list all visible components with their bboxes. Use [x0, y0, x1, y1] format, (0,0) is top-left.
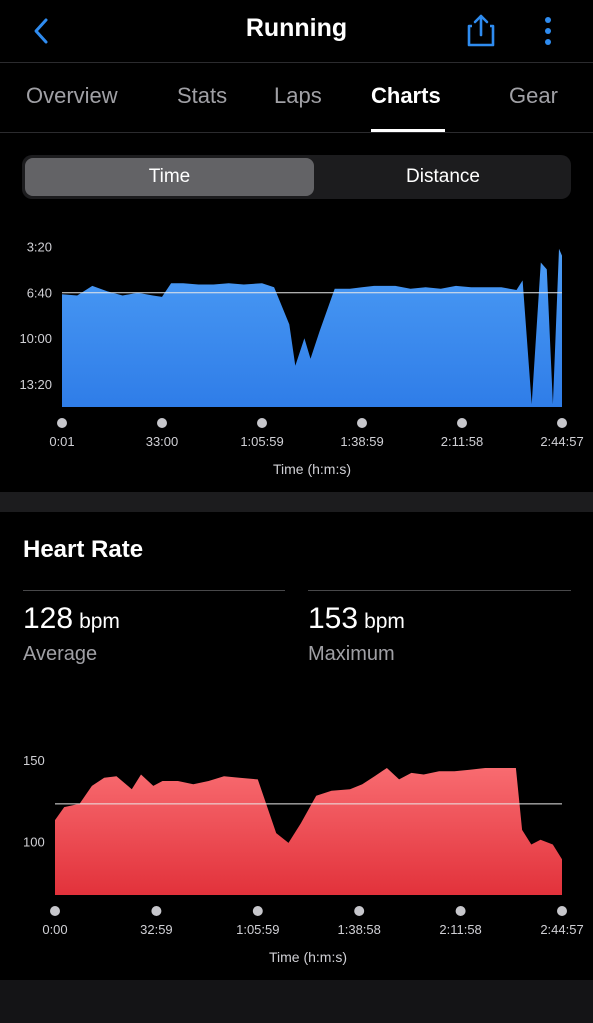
heart-rate-x-tick-label: 1:38:58: [338, 922, 381, 937]
average-value: 128: [23, 602, 74, 635]
maximum-label: Maximum: [308, 643, 395, 665]
pace-x-tick-dot: [557, 418, 567, 428]
heart-rate-chart: 150 100 0:00 32:59 1:05:59 1:38:58 2:11:58 2:44…: [0, 750, 593, 980]
heart-rate-x-tick-label: 0:00: [42, 922, 67, 937]
page-title: Running: [245, 14, 348, 42]
active-tab-indicator: [371, 129, 445, 132]
time-distance-toggle: Time Distance: [22, 155, 571, 199]
segment-time[interactable]: Time: [25, 158, 314, 196]
heart-rate-x-tick-label: 1:05:59: [236, 922, 279, 937]
heart-rate-y-tick-label: 150: [23, 753, 45, 768]
heart-rate-x-tick-dot: [557, 906, 567, 916]
maximum-unit: bpm: [364, 610, 405, 633]
pace-y-tick-label: 13:20: [19, 377, 52, 392]
pace-x-tick-dot: [457, 418, 467, 428]
more-vertical-icon: [545, 17, 551, 45]
heart-rate-y-tick-label: 100: [23, 834, 45, 849]
heart-rate-x-tick-dot: [455, 906, 466, 916]
stat-divider: [308, 590, 571, 591]
section-divider: [0, 492, 593, 512]
chevron-left-icon: [34, 18, 48, 44]
pace-y-tick-label: 10:00: [19, 331, 52, 346]
average-unit: bpm: [79, 610, 120, 633]
pace-x-tick-dot: [257, 418, 267, 428]
heart-rate-x-tick-dot: [252, 906, 263, 916]
pace-x-tick-label: 33:00: [146, 434, 179, 449]
pace-x-tick-dot: [157, 418, 167, 428]
pace-y-tick-label: 3:20: [27, 239, 52, 254]
maximum-value: 153: [308, 602, 359, 635]
pace-x-tick-label: 2:44:57: [540, 434, 583, 449]
heart-rate-x-tick-dot: [151, 906, 162, 916]
pace-chart-svg: 3:20 6:40 10:00 13:20 0:01 33:00 1:05:59 1:38:5…: [19, 239, 583, 477]
heart-rate-x-tick-dot: [50, 906, 60, 916]
tab-stats[interactable]: Stats: [177, 83, 228, 108]
average-label: Average: [23, 643, 98, 665]
pace-x-tick-label: 1:38:59: [340, 434, 383, 449]
pace-chart: 3:20 6:40 10:00 13:20 0:01 33:00 1:05:59 1:38:5…: [0, 225, 593, 485]
bottom-divider: [0, 980, 593, 1023]
pace-x-axis-label: Time (h:m:s): [273, 461, 351, 477]
heart-rate-x-axis-label: Time (h:m:s): [269, 949, 347, 965]
top-bar: Running: [0, 0, 593, 62]
heart-rate-area-series: [55, 768, 562, 895]
pace-x-tick-label: 2:11:58: [441, 434, 483, 449]
pace-area-series: [62, 248, 562, 407]
tab-overview[interactable]: Overview: [26, 83, 118, 108]
back-button[interactable]: [28, 14, 58, 48]
tab-bar: Overview Stats Laps Charts Gear: [0, 62, 593, 133]
segment-distance[interactable]: Distance: [406, 166, 480, 187]
heart-rate-x-tick-dot: [354, 906, 365, 916]
pace-y-tick-label: 6:40: [27, 285, 52, 300]
share-icon: [467, 14, 495, 47]
heart-rate-title: Heart Rate: [23, 536, 144, 563]
heart-rate-chart-svg: 150 100 0:00 32:59 1:05:59 1:38:58 2:11:58 2:44…: [23, 753, 584, 965]
pace-x-tick-dot: [57, 418, 67, 428]
heart-rate-x-tick-label: 2:11:58: [439, 922, 481, 937]
heart-rate-x-tick-label: 2:44:57: [540, 922, 583, 937]
pace-x-tick-label: 0:01: [49, 434, 74, 449]
stat-divider: [23, 590, 285, 591]
share-button[interactable]: [464, 12, 498, 48]
tab-charts[interactable]: Charts: [371, 83, 441, 108]
more-options-button[interactable]: [536, 14, 560, 48]
tab-laps[interactable]: Laps: [274, 83, 322, 108]
maximum-heart-rate: 153 bpm: [308, 602, 405, 636]
heart-rate-x-tick-label: 32:59: [140, 922, 173, 937]
tab-gear[interactable]: Gear: [509, 83, 558, 108]
pace-x-tick-label: 1:05:59: [240, 434, 283, 449]
pace-x-tick-dot: [357, 418, 367, 428]
average-heart-rate: 128 bpm: [23, 602, 120, 636]
